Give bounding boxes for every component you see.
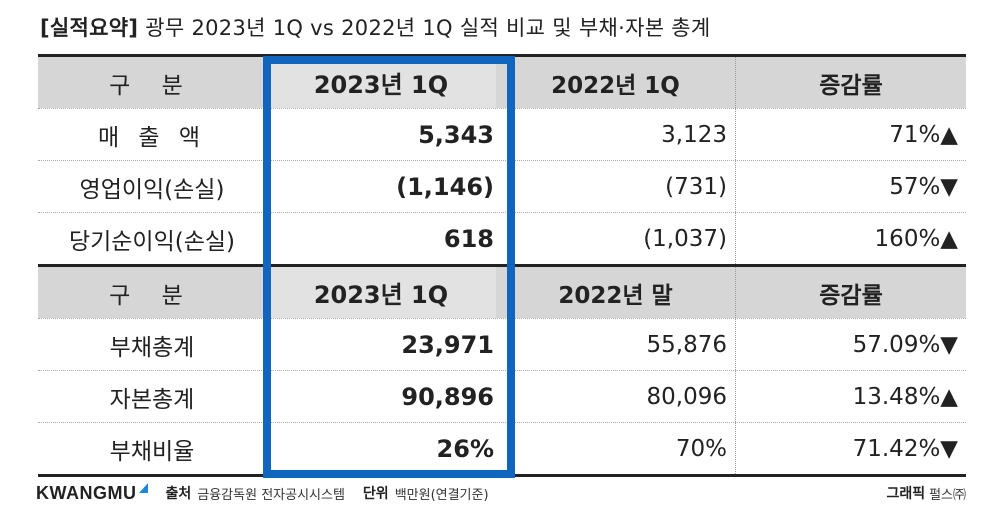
row-label: 당기순이익(손실)	[68, 228, 236, 255]
row-change: 71.42%▼	[852, 435, 958, 462]
header-previous: 2022년 1Q	[496, 57, 736, 108]
table-row: 부채비율 26% 70% 71.42%▼	[38, 422, 966, 474]
row-label: 영업이익(손실)	[79, 176, 225, 203]
row-previous: 80,096	[496, 371, 736, 422]
row-current: 26%	[266, 423, 496, 474]
graphic-label: 그래픽	[886, 486, 926, 502]
row-change: 71%▲	[889, 121, 958, 148]
source-text: 금융감독원 전자공시시스템	[197, 487, 345, 503]
source-label: 출처	[165, 486, 192, 502]
row-current: (1,146)	[266, 161, 496, 212]
row-previous: (731)	[496, 161, 736, 212]
header-change: 증감률	[819, 282, 883, 309]
header-previous: 2022년 말	[496, 267, 736, 318]
table-row: 영업이익(손실) (1,146) (731) 57%▼	[38, 160, 966, 212]
row-previous: 3,123	[496, 109, 736, 160]
kwangmu-logo: KWANGMU	[36, 483, 148, 504]
unit-text: 백만원(연결기준)	[394, 487, 489, 503]
header-change: 증감률	[819, 72, 883, 99]
logo-mark-icon	[138, 483, 148, 493]
row-label: 부채비율	[109, 438, 195, 465]
table-row: 부채총계 23,971 55,876 57.09%▼	[38, 318, 966, 370]
table-row: 매 출 액 5,343 3,123 71%▲	[38, 108, 966, 160]
row-current: 5,343	[266, 109, 496, 160]
title-tag: [실적요약]	[40, 16, 139, 40]
row-previous: 70%	[496, 423, 736, 474]
footer: KWANGMU 출처 금융감독원 전자공시시스템 단위 백만원(연결기준) 그래…	[36, 478, 966, 508]
page-title: [실적요약] 광무 2023년 1Q vs 2022년 1Q 실적 비교 및 부…	[40, 12, 711, 42]
unit-label: 단위	[362, 486, 389, 502]
row-label: 부채총계	[109, 334, 195, 361]
header-category: 구 분	[109, 72, 195, 99]
row-change: 57%▼	[889, 173, 958, 200]
table-row: 자본총계 90,896 80,096 13.48%▲	[38, 370, 966, 422]
row-current: 23,971	[266, 319, 496, 370]
table-header-2: 구 분 2023년 1Q 2022년 말 증감률	[38, 264, 966, 318]
header-category: 구 분	[109, 282, 195, 309]
row-change: 57.09%▼	[852, 331, 958, 358]
row-label: 자본총계	[109, 386, 195, 413]
header-current: 2023년 1Q	[266, 267, 496, 318]
table-row: 당기순이익(손실) 618 (1,037) 160%▲	[38, 212, 966, 264]
row-current: 90,896	[266, 371, 496, 422]
row-previous: (1,037)	[496, 213, 736, 264]
header-current: 2023년 1Q	[266, 57, 496, 108]
row-previous: 55,876	[496, 319, 736, 370]
row-label: 매 출 액	[97, 124, 207, 151]
logo-text: KWANGMU	[36, 482, 137, 503]
table-header-1: 구 분 2023년 1Q 2022년 1Q 증감률	[38, 57, 966, 108]
results-table: 구 분 2023년 1Q 2022년 1Q 증감률 매 출 액 5,343 3,…	[38, 54, 966, 477]
graphic-text: 펄스㈜	[929, 487, 966, 503]
row-change: 13.48%▲	[852, 383, 958, 410]
title-text: 광무 2023년 1Q vs 2022년 1Q 실적 비교 및 부채·자본 총계	[145, 16, 711, 40]
row-change: 160%▲	[874, 225, 958, 252]
row-current: 618	[266, 213, 496, 264]
graphic-credit: 그래픽 펄스㈜	[886, 483, 966, 503]
